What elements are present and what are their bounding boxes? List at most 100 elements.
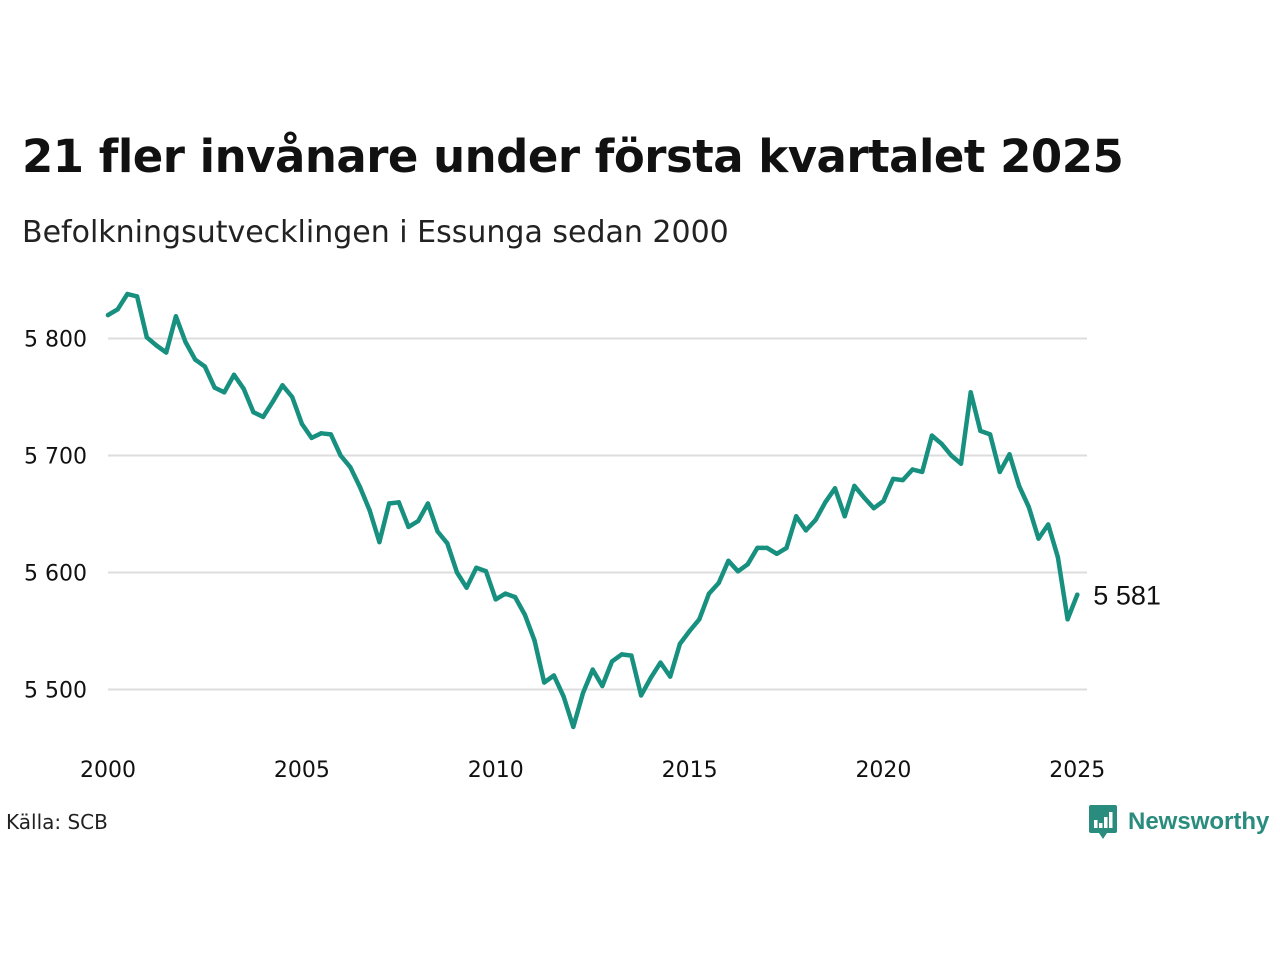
data-point	[910, 467, 915, 472]
end-value-label: 5 581	[1093, 581, 1161, 611]
data-point	[600, 683, 605, 689]
data-point	[890, 476, 896, 482]
brand-name: Newsworthy	[1128, 808, 1270, 835]
data-point	[212, 385, 217, 390]
data-point	[290, 394, 295, 400]
data-point	[735, 569, 741, 574]
data-point	[542, 680, 547, 685]
data-point	[532, 638, 537, 643]
data-point	[929, 433, 935, 438]
data-point	[949, 453, 954, 458]
data-point	[416, 518, 421, 524]
data-point	[823, 500, 828, 505]
data-point	[726, 558, 731, 563]
data-point	[1065, 617, 1070, 622]
data-point	[1026, 504, 1032, 510]
data-point	[144, 335, 149, 340]
data-point	[648, 675, 653, 680]
gridlines	[108, 337, 1087, 691]
data-point	[939, 441, 944, 446]
series	[105, 291, 1080, 730]
data-point	[260, 414, 266, 420]
source-note: Källa: SCB	[6, 810, 108, 834]
x-axis-tick-labels: 2000 2005 2010 2015 2020 2025	[80, 758, 1105, 783]
data-point	[842, 514, 847, 519]
data-point	[134, 294, 140, 299]
data-point	[852, 483, 857, 489]
data-point	[629, 653, 634, 658]
data-point	[861, 495, 867, 500]
data-point	[328, 432, 334, 437]
data-point	[619, 652, 624, 657]
data-point	[774, 551, 779, 556]
data-point	[280, 383, 285, 388]
data-point	[319, 431, 324, 436]
x-tick-label: 2010	[468, 758, 524, 783]
data-point	[871, 506, 876, 511]
data-point	[687, 628, 692, 634]
y-tick-label: 5 700	[24, 445, 87, 470]
data-point	[125, 291, 130, 297]
data-point	[222, 390, 227, 395]
data-point	[677, 641, 683, 647]
data-point	[571, 724, 576, 730]
data-point	[231, 372, 237, 377]
chart-subtitle: Befolkningsutvecklingen i Essunga sedan …	[22, 215, 729, 250]
data-point	[745, 562, 750, 567]
data-point	[1007, 452, 1012, 457]
data-point	[881, 498, 886, 504]
data-point	[609, 659, 615, 664]
x-tick-label: 2000	[80, 758, 136, 783]
data-point	[483, 569, 489, 574]
data-point	[115, 307, 120, 312]
data-point	[348, 465, 353, 470]
data-point	[299, 421, 305, 427]
data-point	[1036, 536, 1041, 541]
data-point	[493, 597, 498, 602]
data-point	[803, 528, 809, 533]
data-point	[638, 693, 644, 698]
data-point	[251, 410, 256, 415]
data-point	[367, 508, 372, 513]
data-point	[716, 580, 721, 586]
data-point	[270, 399, 275, 404]
data-point	[454, 570, 460, 575]
data-point	[406, 524, 411, 530]
data-point	[1016, 483, 1022, 489]
data-point	[522, 612, 527, 617]
data-point	[173, 314, 179, 319]
y-tick-label: 5 500	[24, 679, 87, 704]
data-point	[968, 390, 973, 395]
data-point	[832, 486, 838, 491]
data-point	[764, 545, 770, 551]
data-point	[386, 501, 392, 506]
data-point	[590, 667, 595, 672]
data-point	[794, 514, 799, 519]
y-tick-label: 5 600	[24, 562, 87, 587]
data-point	[1075, 592, 1080, 597]
x-tick-label: 2015	[662, 758, 718, 783]
data-point	[154, 343, 159, 348]
data-point	[1046, 522, 1051, 527]
data-point	[396, 500, 401, 505]
newsworthy-logo-icon	[1089, 805, 1117, 839]
y-tick-label: 5 800	[24, 328, 87, 353]
data-point	[435, 529, 440, 534]
y-axis-tick-labels: 5 500 5 600 5 700 5 800	[24, 328, 87, 704]
data-point	[241, 386, 246, 391]
data-point	[668, 674, 673, 679]
data-point	[561, 694, 566, 699]
data-point	[503, 591, 508, 596]
x-tick-label: 2025	[1049, 758, 1105, 783]
data-point	[1055, 555, 1061, 560]
data-point	[464, 585, 469, 590]
data-point	[900, 477, 905, 483]
data-point	[474, 565, 479, 570]
brand-logo: Newsworthy	[1088, 804, 1269, 840]
data-points	[105, 291, 1080, 730]
data-point	[164, 350, 169, 355]
data-point	[193, 357, 198, 362]
data-point	[338, 453, 343, 458]
data-point	[377, 539, 382, 545]
